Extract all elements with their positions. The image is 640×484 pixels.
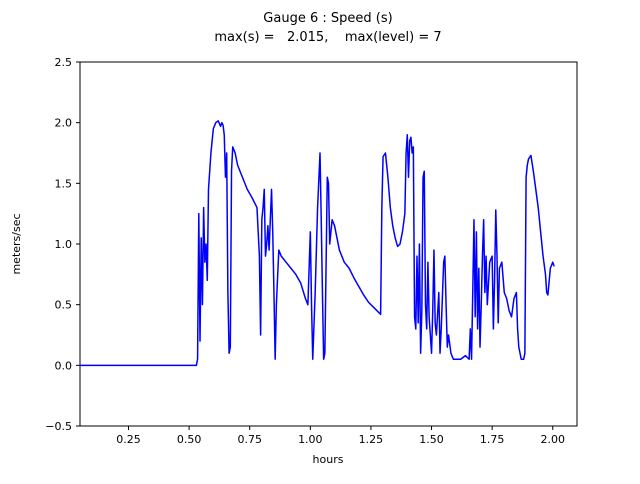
x-tick-label: 1.75 (480, 433, 505, 446)
x-tick-label: 0.75 (237, 433, 262, 446)
y-tick-label: −0.5 (45, 420, 72, 433)
y-tick-label: 0.5 (55, 299, 73, 312)
x-axis-label: hours (313, 453, 344, 466)
speed-line (79, 120, 555, 367)
chart-title: Gauge 6 : Speed (s) (263, 11, 392, 26)
x-tick-label: 0.25 (116, 433, 141, 446)
x-tick-label: 2.00 (541, 433, 566, 446)
plot-area: 0.25 0.50 0.75 1.00 1.25 1.50 1.75 2.00 −0.5 0.0 0… (45, 56, 578, 446)
x-tick-label: 1.25 (359, 433, 384, 446)
x-tick-label: 1.00 (298, 433, 323, 446)
axes-spines (79, 61, 578, 427)
y-tick-label: 2.5 (55, 56, 73, 69)
y-tick-label: 2.0 (55, 117, 73, 130)
y-axis-label: meters/sec (10, 213, 23, 274)
x-tick-label: 0.50 (177, 433, 202, 446)
y-tick-label: 1.5 (55, 177, 73, 190)
chart-subtitle: max(s) = 2.015, max(level) = 7 (214, 30, 441, 45)
y-tick-label: 0.0 (55, 359, 73, 372)
y-tick-label: 1.0 (55, 238, 73, 251)
x-tick-label: 1.50 (419, 433, 444, 446)
